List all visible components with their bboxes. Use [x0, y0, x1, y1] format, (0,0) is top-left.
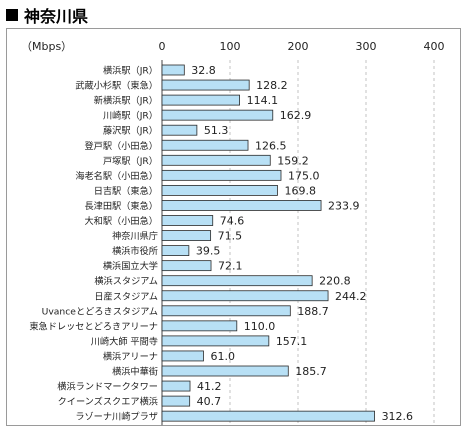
page-heading: 神奈川県: [6, 4, 88, 26]
data-label: 244.2: [335, 290, 367, 303]
data-label: 185.7: [295, 365, 327, 378]
data-label: 128.2: [256, 79, 288, 92]
bar: [161, 200, 322, 211]
data-label: 41.2: [197, 380, 222, 393]
data-label: 74.6: [220, 215, 245, 228]
data-label: 32.8: [191, 64, 216, 77]
bar: [161, 275, 313, 287]
data-label: 110.0: [244, 320, 275, 333]
bar: [161, 94, 240, 106]
bar: [161, 380, 191, 392]
data-label: 169.8: [284, 184, 316, 197]
data-label: 40.7: [197, 395, 222, 408]
bar: [161, 260, 212, 272]
bar: [161, 290, 329, 302]
bar: [161, 365, 289, 377]
bar-chart: （Mbps） 0 100 200 300 400 横浜駅（JR） 32.8 武蔵小杉駅（東急） 1…: [21, 40, 445, 426]
bar: [161, 305, 291, 317]
heading-title: 神奈川県: [24, 7, 89, 26]
category-label: 横浜アリーナ: [103, 350, 158, 362]
x-tick-label: 200: [288, 40, 309, 53]
bar: [161, 79, 250, 91]
heading-square-marker: [6, 9, 18, 21]
bar: [161, 320, 238, 332]
bar: [161, 139, 249, 151]
data-label: 157.1: [276, 335, 308, 348]
category-label: 日産スタジアム: [94, 290, 158, 302]
category-label: 藤沢駅（JR）: [103, 125, 158, 137]
data-label: 39.5: [196, 245, 221, 258]
x-tick-label: 400: [424, 40, 445, 53]
data-label: 220.8: [319, 275, 351, 288]
bar: [161, 230, 212, 241]
bar: [161, 169, 282, 181]
category-label: 日吉駅（東急）: [94, 185, 158, 197]
data-label: 188.7: [297, 305, 329, 318]
category-label: 横浜ランドマークタワー: [57, 381, 158, 393]
category-label: 川崎駅（JR）: [103, 110, 158, 122]
data-label: 71.5: [218, 230, 243, 243]
category-label: 大和駅（小田急）: [85, 215, 159, 227]
bar: [161, 64, 185, 76]
x-tick-label: 0: [159, 40, 166, 53]
data-label: 114.1: [247, 94, 279, 107]
bar: [161, 109, 274, 121]
bar: [161, 350, 204, 362]
category-label: 海老名駅（小田急）: [75, 170, 158, 182]
x-tick-label: 100: [220, 40, 241, 53]
category-label: 神奈川県庁: [112, 230, 158, 242]
bar: [161, 395, 191, 407]
bar: [161, 410, 375, 422]
data-label: 61.0: [210, 350, 235, 363]
bar: [161, 245, 190, 257]
category-label: 武蔵小杉駅（東急）: [75, 80, 158, 92]
unit-label: （Mbps）: [21, 40, 72, 53]
category-label: 長津田駅（東急）: [85, 200, 159, 212]
category-label: 戸塚駅（JR）: [103, 156, 158, 167]
data-label: 72.1: [218, 260, 243, 273]
category-label: Uvanceとどろきスタジアム: [42, 306, 158, 317]
data-label: 159.2: [277, 154, 309, 167]
chart-frame: （Mbps） 0 100 200 300 400 横浜駅（JR） 32.8 武蔵小杉駅（東急） 1…: [6, 28, 461, 426]
data-label: 51.3: [204, 124, 229, 137]
bar: [161, 124, 198, 136]
data-label: 233.9: [328, 199, 360, 212]
category-label: 登戸駅（小田急）: [85, 140, 159, 152]
bar: [161, 184, 278, 196]
bar: [161, 215, 214, 226]
category-label: ラゾーナ川崎プラザ: [75, 411, 158, 423]
category-label: 新横浜駅（JR）: [94, 95, 158, 107]
data-label: 126.5: [255, 139, 287, 152]
data-label: 312.6: [382, 410, 414, 423]
category-label: 横浜中華街: [112, 366, 158, 378]
x-tick-label: 300: [356, 40, 377, 53]
category-label: 横浜駅（JR）: [103, 65, 158, 77]
category-label: 東急ドレッセとどろきアリーナ: [29, 320, 158, 332]
category-label: 横浜スタジアム: [94, 275, 158, 287]
bar: [161, 335, 270, 347]
category-label: クイーンズスクエア横浜: [58, 396, 158, 408]
bar: [161, 154, 271, 166]
data-label: 175.0: [288, 169, 320, 182]
category-label: 川崎大師 平間寺: [91, 335, 158, 347]
category-label: 横浜国立大学: [103, 260, 158, 272]
category-label: 横浜市役所: [112, 245, 158, 257]
data-label: 162.9: [280, 109, 312, 122]
